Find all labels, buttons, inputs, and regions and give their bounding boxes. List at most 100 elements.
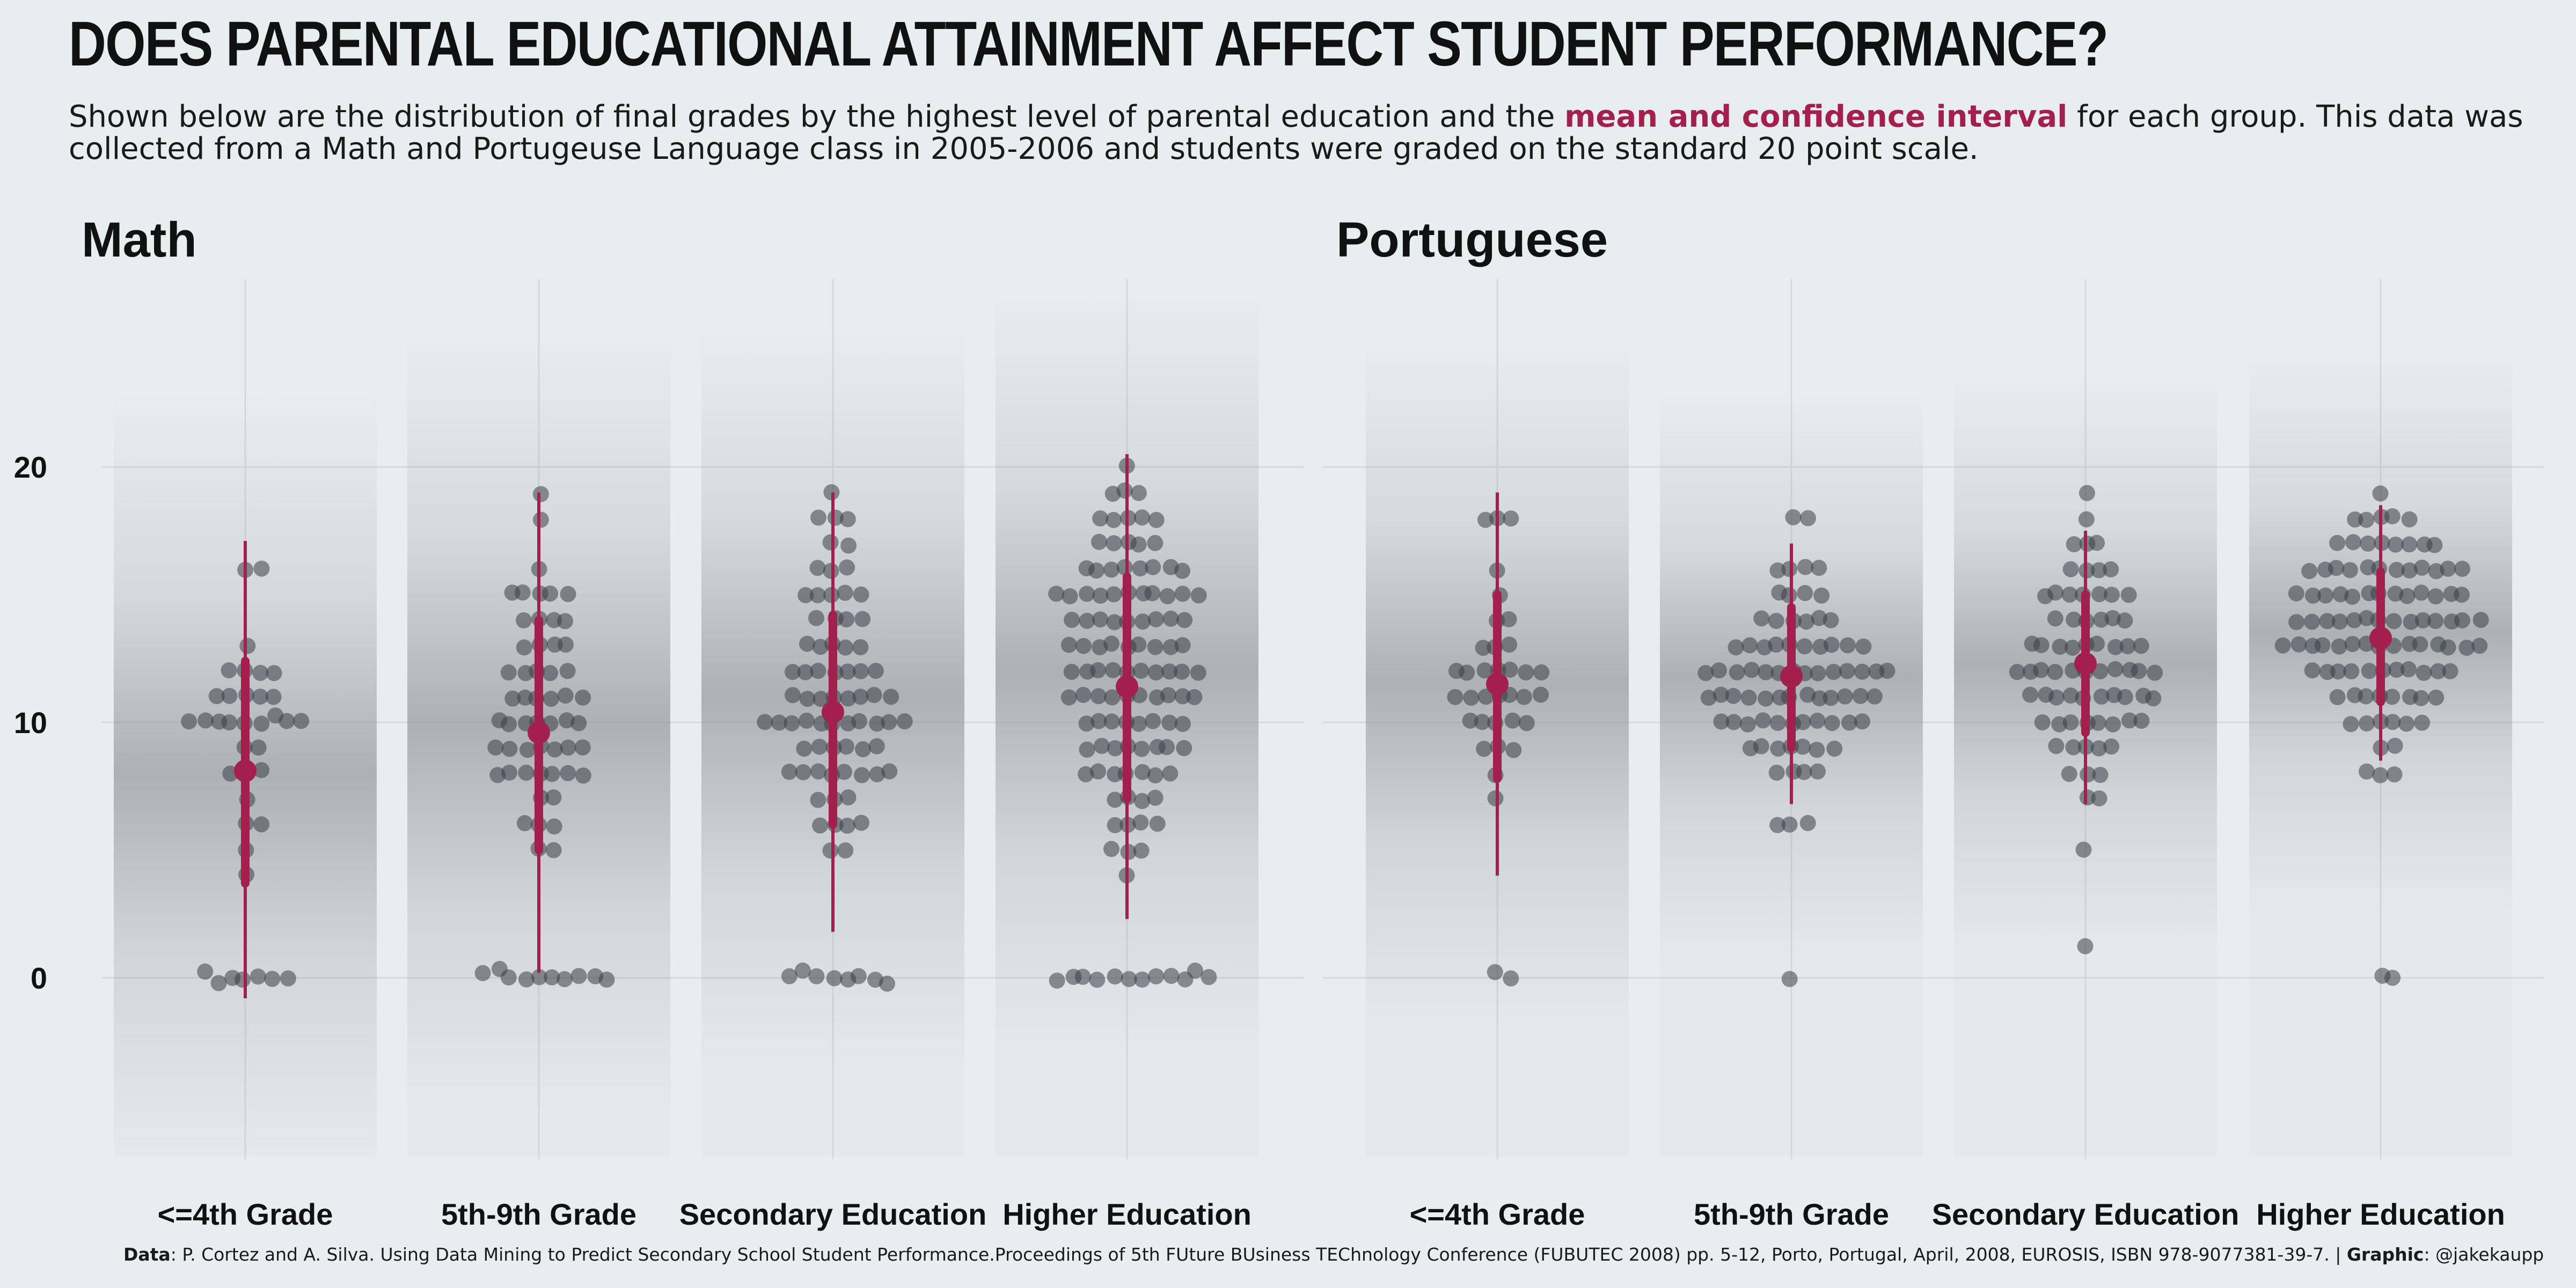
grade-point <box>2427 588 2444 605</box>
grade-point <box>501 741 518 757</box>
grade-point <box>1799 510 1816 526</box>
subtitle-text-after: for each group. This data was collected … <box>69 99 2523 166</box>
grade-point <box>221 662 237 678</box>
grade-point <box>1107 740 1123 757</box>
grade-point <box>1477 689 1494 705</box>
grade-point <box>545 842 562 859</box>
grade-point <box>1133 662 1150 679</box>
grade-point <box>2304 662 2321 679</box>
grade-point <box>1147 611 1164 627</box>
grade-point <box>2387 737 2403 754</box>
grade-point <box>2089 535 2105 551</box>
grade-point <box>1148 664 1165 680</box>
grade-point <box>869 766 885 782</box>
grade-point <box>221 687 238 704</box>
subtitle-text-before: Shown below are the distribution of fina… <box>69 99 1565 134</box>
grade-point <box>2319 613 2336 630</box>
x-tick-label: Higher Education <box>2256 1197 2505 1231</box>
grade-point <box>1533 664 1550 680</box>
grade-point <box>2384 508 2401 524</box>
grade-point <box>2047 610 2063 627</box>
grade-point <box>811 738 828 755</box>
grade-point <box>1697 665 1714 682</box>
grade-point <box>1079 612 1095 629</box>
grade-point <box>2347 511 2363 528</box>
grade-point <box>1145 713 1161 729</box>
grade-point <box>2442 663 2458 679</box>
grade-point <box>2372 485 2389 502</box>
grade-point <box>516 639 532 656</box>
grade-point <box>1476 741 1492 757</box>
grade-point <box>1060 636 1077 653</box>
grade-point <box>2360 535 2376 552</box>
grade-point <box>532 511 549 528</box>
grade-point <box>2458 640 2475 656</box>
grade-point <box>881 763 898 780</box>
grade-point <box>839 559 855 576</box>
grade-point <box>2360 559 2376 576</box>
grade-point <box>2329 535 2346 551</box>
grade-point <box>1501 636 1518 653</box>
grade-point <box>2401 562 2418 579</box>
grade-point <box>1106 614 1123 631</box>
grade-point <box>504 584 521 601</box>
grade-point <box>1813 587 1830 604</box>
grade-point <box>2034 714 2051 731</box>
grade-point <box>544 969 560 986</box>
grade-point <box>1810 763 1826 780</box>
grade-point <box>2427 613 2444 630</box>
grade-point <box>839 663 856 680</box>
grade-point <box>837 842 854 859</box>
grade-point <box>1133 741 1150 757</box>
grade-point <box>250 968 266 985</box>
grade-point <box>836 764 853 780</box>
grade-point <box>1161 663 1178 680</box>
grade-point <box>1048 586 1065 602</box>
grade-point <box>1771 584 1788 601</box>
grade-point <box>1809 712 1826 729</box>
grade-point <box>1852 687 1869 704</box>
grade-point <box>1159 588 1176 604</box>
grade-point <box>2090 740 2107 757</box>
grade-point <box>2105 716 2121 733</box>
grade-point <box>1078 560 1095 576</box>
grade-point <box>1755 712 1772 729</box>
grade-point <box>224 970 241 986</box>
panel-title: Math <box>82 213 197 267</box>
grade-point <box>1785 509 1802 525</box>
grade-point <box>1796 764 1812 780</box>
grade-point <box>1106 535 1122 552</box>
grade-point <box>810 792 826 808</box>
grade-point <box>785 687 801 704</box>
grade-point <box>1163 968 1180 984</box>
grade-point <box>2048 737 2065 754</box>
grade-point <box>2080 766 2096 783</box>
grade-point <box>2428 689 2445 706</box>
grade-point <box>781 764 797 780</box>
grade-point <box>1092 611 1109 628</box>
grade-point <box>794 962 811 979</box>
grade-point <box>1174 562 1191 579</box>
grade-point <box>1743 662 1760 678</box>
grade-point <box>1106 586 1122 603</box>
grade-point <box>1147 639 1163 655</box>
grade-point <box>1134 764 1151 780</box>
grade-point <box>2401 536 2418 553</box>
x-tick-label: Higher Education <box>1002 1197 1252 1231</box>
grade-point <box>822 842 839 859</box>
grade-point <box>2065 739 2082 756</box>
grade-point <box>519 742 536 758</box>
grade-point <box>491 961 508 977</box>
grade-point <box>1518 715 1535 731</box>
grade-point <box>1797 585 1813 602</box>
grade-point <box>2386 766 2403 782</box>
grade-point <box>2117 612 2133 629</box>
grade-point <box>2089 635 2105 652</box>
grade-point <box>2038 686 2054 703</box>
grade-point <box>798 712 815 729</box>
grade-point <box>2317 561 2333 578</box>
mean-point <box>234 759 257 782</box>
grade-point <box>2047 664 2063 680</box>
grade-point <box>1049 972 1065 989</box>
grade-point <box>853 586 869 603</box>
